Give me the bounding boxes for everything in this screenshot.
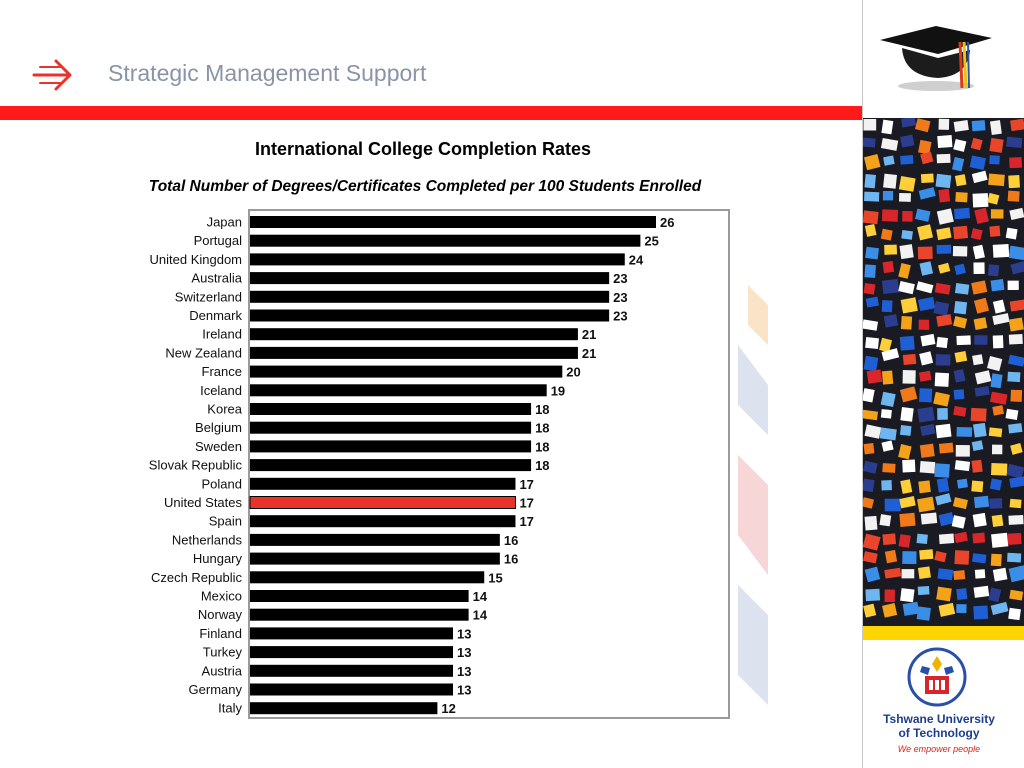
bar-austria	[250, 664, 453, 677]
bar-belgium	[250, 421, 532, 434]
category-label: Belgium	[195, 420, 242, 435]
category-label: Ireland	[202, 327, 242, 342]
category-label: Finland	[199, 626, 242, 641]
chart-frame	[248, 209, 730, 719]
bar-poland	[250, 477, 516, 490]
page-title: Strategic Management Support	[108, 60, 427, 86]
bar-norway	[250, 608, 469, 621]
category-label: Korea	[207, 402, 242, 417]
data-label: 14	[473, 589, 488, 604]
bar-united-states	[249, 496, 516, 509]
sidebar-yellow-bar	[863, 626, 1024, 640]
chart-title: International College Completion Rates	[254, 139, 592, 159]
category-label: Australia	[191, 271, 242, 286]
category-label: Switzerland	[175, 289, 242, 304]
bar-australia	[250, 272, 610, 285]
bar-new-zealand	[250, 346, 578, 359]
category-label: Iceland	[200, 383, 242, 398]
bar-mexico	[250, 590, 469, 602]
data-label: 12	[441, 701, 455, 716]
data-label: 15	[488, 570, 502, 585]
category-label: United Kingdom	[150, 252, 243, 267]
category-label: Mexico	[201, 589, 242, 604]
bar-korea	[250, 403, 532, 415]
bar-hungary	[250, 552, 500, 565]
data-label: 25	[644, 234, 658, 249]
category-label: Netherlands	[172, 532, 243, 547]
bar-spain	[250, 515, 516, 528]
category-label: Czech Republic	[151, 570, 243, 585]
data-label: 19	[551, 383, 565, 398]
bar-denmark	[250, 309, 610, 322]
university-name-line1: Tshwane University	[883, 712, 995, 726]
data-label: 20	[566, 365, 580, 380]
bar-united-kingdom	[250, 253, 625, 266]
header-accent-bar	[0, 106, 862, 120]
bar-france	[250, 365, 563, 378]
bar-portugal	[250, 234, 641, 247]
bar-slovak-republic	[250, 459, 532, 472]
bar-japan	[250, 216, 656, 228]
category-label: New Zealand	[165, 345, 242, 360]
data-label: 23	[613, 290, 627, 305]
category-label: Austria	[202, 663, 243, 678]
bar-ireland	[250, 328, 578, 341]
data-label: 17	[519, 514, 533, 529]
data-label: 13	[457, 645, 471, 660]
data-label: 23	[613, 309, 627, 324]
university-name: Tshwane University of Technology	[873, 712, 1005, 740]
category-label: Denmark	[189, 308, 242, 323]
bar-sweden	[250, 440, 532, 453]
bar-netherlands	[250, 533, 500, 546]
chart-subtitle: Total Number of Degrees/Certificates Com…	[148, 178, 702, 195]
category-label: Japan	[207, 215, 242, 230]
sidebar-divider	[862, 0, 863, 768]
category-label: Slovak Republic	[149, 458, 243, 473]
arrow-logo-icon	[32, 59, 72, 91]
data-label: 18	[535, 458, 549, 473]
bar-italy	[250, 702, 438, 715]
data-label: 23	[613, 271, 627, 286]
data-label: 21	[582, 346, 596, 361]
data-label: 26	[660, 215, 674, 230]
category-label: France	[202, 364, 242, 379]
data-label: 17	[519, 477, 533, 492]
data-label: 18	[535, 421, 549, 436]
category-label: Turkey	[203, 645, 243, 660]
data-label: 13	[457, 626, 471, 641]
bar-turkey	[250, 646, 453, 659]
category-label: Poland	[202, 476, 242, 491]
data-label: 21	[582, 327, 596, 342]
category-label: Norway	[198, 607, 243, 622]
data-label: 14	[473, 608, 488, 623]
bar-czech-republic	[250, 571, 485, 584]
data-label: 13	[457, 683, 471, 698]
category-label: United States	[164, 495, 243, 510]
data-label: 18	[535, 402, 549, 417]
data-label: 17	[519, 496, 533, 511]
category-label: Germany	[189, 682, 243, 697]
graduation-cap-icon	[880, 26, 992, 91]
decorative-background-shape	[738, 285, 768, 705]
bar-germany	[250, 683, 453, 696]
bar-iceland	[250, 384, 547, 397]
data-label: 13	[457, 664, 471, 679]
bar-finland	[250, 627, 453, 640]
stained-glass-image	[863, 118, 1024, 626]
university-logo-icon	[907, 647, 967, 707]
university-slogan: We empower people	[897, 744, 981, 754]
category-label: Spain	[209, 514, 242, 529]
category-label: Hungary	[193, 551, 243, 566]
category-label: Italy	[218, 701, 242, 716]
category-label: Sweden	[195, 439, 242, 454]
category-label: Portugal	[194, 233, 243, 248]
data-label: 16	[504, 552, 518, 567]
university-name-line2: of Technology	[898, 726, 980, 740]
bar-switzerland	[250, 290, 610, 303]
data-label: 24	[629, 252, 644, 267]
data-label: 16	[504, 533, 518, 548]
data-label: 18	[535, 439, 549, 454]
